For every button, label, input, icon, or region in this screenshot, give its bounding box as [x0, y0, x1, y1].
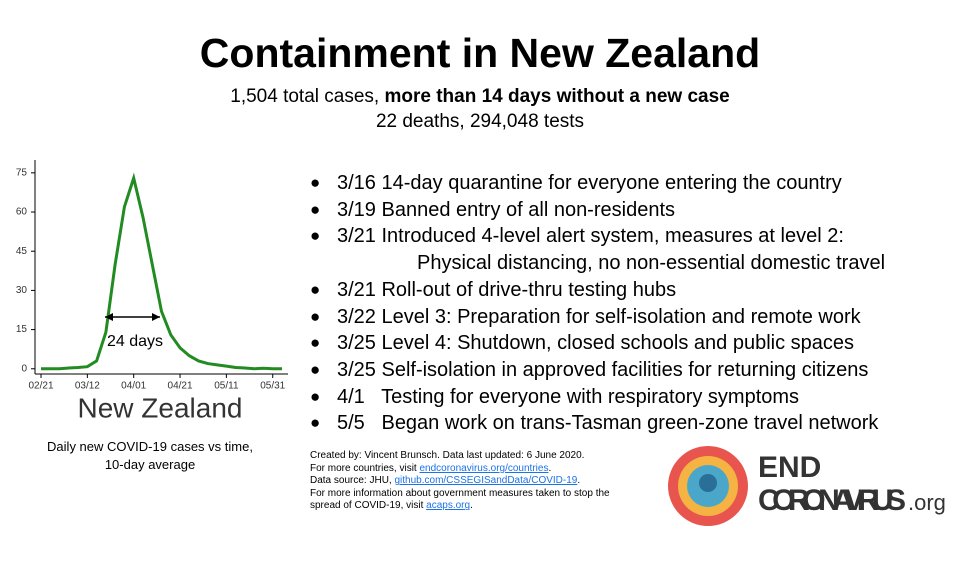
- y-tick-label: 45: [16, 246, 28, 257]
- x-tick-label: 05/31: [260, 381, 285, 392]
- bullet-text: 3/19 Banned entry of all non-residents: [337, 198, 675, 221]
- bullet-item: 3/21 Roll-out of drive-thru testing hubs: [310, 277, 885, 304]
- line: [41, 172, 282, 371]
- bullet-item: 3/21 Introduced 4-level alert system, me…: [310, 223, 885, 276]
- footer-text: .: [548, 462, 552, 474]
- bullet-item: 4/1 Testing for everyone with respirator…: [310, 384, 885, 411]
- subtitle-text: 1,504 total cases,: [230, 86, 385, 107]
- bullet-text: 3/25 Level 4: Shutdown, closed schools a…: [337, 332, 855, 355]
- x-tick-label: 04/01: [121, 381, 146, 392]
- slide: Containment in New Zealand 1,504 total c…: [0, 0, 960, 540]
- bullet-item: 3/25 Self-isolation in approved faciliti…: [310, 357, 885, 384]
- logo-virus: [699, 474, 717, 492]
- bullet-text: 3/25 Self-isolation in approved faciliti…: [337, 358, 869, 381]
- footer: Created by: Vincent Brunsch. Data last u…: [310, 450, 610, 513]
- subtitle-line: 1,504 total cases, more than 14 days wit…: [0, 86, 960, 108]
- bullet-text: 4/1 Testing for everyone with respirator…: [337, 385, 800, 408]
- x-tick-label: 03/12: [75, 381, 100, 392]
- y-tick-label: 60: [16, 207, 28, 218]
- bullet-text: 3/16 14-day quarantine for everyone ente…: [337, 172, 842, 194]
- bullet-list: 3/16 14-day quarantine for everyone ente…: [310, 170, 885, 437]
- y-tick-label: 75: [16, 167, 28, 178]
- logo-text: CORONAVIRUS: [758, 484, 906, 517]
- footer-text: Created by: Vincent Brunsch. Data last u…: [310, 450, 585, 461]
- bullet-item: 5/5 Began work on trans-Tasman green-zon…: [310, 410, 885, 437]
- bullet-text: 3/21 Roll-out of drive-thru testing hubs: [337, 278, 677, 301]
- bullet-item: 3/22 Level 3: Preparation for self-isola…: [310, 304, 885, 331]
- logo: END CORONAVIRUS .org: [668, 446, 946, 526]
- footer-line: spread of COVID-19, visit acaps.org.: [310, 500, 610, 513]
- footer-line: For more information about government me…: [310, 488, 610, 501]
- footer-line: Data source: JHU, github.com/CSSEGISandD…: [310, 475, 610, 488]
- y-tick-label: 15: [16, 324, 28, 335]
- footer-link: acaps.org: [426, 500, 471, 512]
- chart-title: New Zealand: [78, 392, 243, 423]
- subtitle-line: 22 deaths, 294,048 tests: [0, 111, 960, 133]
- x-tick-label: 04/21: [168, 381, 193, 392]
- bullet-text: 3/21 Introduced 4-level alert system, me…: [337, 225, 844, 248]
- chart: 0 15 30 45 60 75 02/21 03/12 04/01 04/21 05/11 05/3…: [16, 160, 288, 423]
- footer-text: .: [470, 500, 473, 512]
- chart-caption: Daily new COVID-19 cases vs time, 10-day…: [47, 439, 253, 472]
- footer-text: For more information about government me…: [310, 487, 610, 499]
- footer-line: Created by: Vincent Brunsch. Data last u…: [310, 450, 610, 463]
- annotation: 24 days: [107, 333, 163, 350]
- subtitle-text: 22 deaths, 294,048 tests: [375, 111, 585, 132]
- subtitle-text: more than 14 days without a new case: [384, 86, 730, 107]
- bullet-text: 3/22 Level 3: Preparation for self-isola…: [337, 305, 861, 328]
- title: Containment in New Zealand: [199, 30, 761, 76]
- x-tick-label: 05/11: [214, 381, 239, 392]
- logo-text: END: [758, 451, 821, 484]
- y-tick-label: 0: [21, 363, 27, 374]
- bullet-text: 5/5 Began work on trans-Tasman green-zon…: [337, 412, 879, 435]
- bullet-text: Physical distancing, no non-essential do…: [417, 252, 886, 275]
- bullet-item: 3/25 Level 4: Shutdown, closed schools a…: [310, 330, 885, 357]
- bullet-item: 3/19 Banned entry of all non-residents: [310, 197, 885, 224]
- y-tick-label: 30: [16, 285, 28, 296]
- footer-text: For more countries, visit: [310, 462, 420, 474]
- logo-suffix: .org: [908, 490, 946, 515]
- x-tick-label: 02/21: [28, 381, 53, 392]
- footer-text: Data source: JHU,: [310, 475, 395, 487]
- bullet-item: 3/16 14-day quarantine for everyone ente…: [310, 170, 885, 197]
- footer-text: spread of COVID-19, visit: [310, 500, 427, 512]
- footer-line: For more countries, visit endcoronavirus…: [310, 463, 610, 476]
- footer-link: github.com/CSSEGISandData/COVID-19: [394, 475, 578, 487]
- footer-link: endcoronavirus.org/countries: [419, 462, 549, 474]
- footer-text: .: [577, 475, 581, 487]
